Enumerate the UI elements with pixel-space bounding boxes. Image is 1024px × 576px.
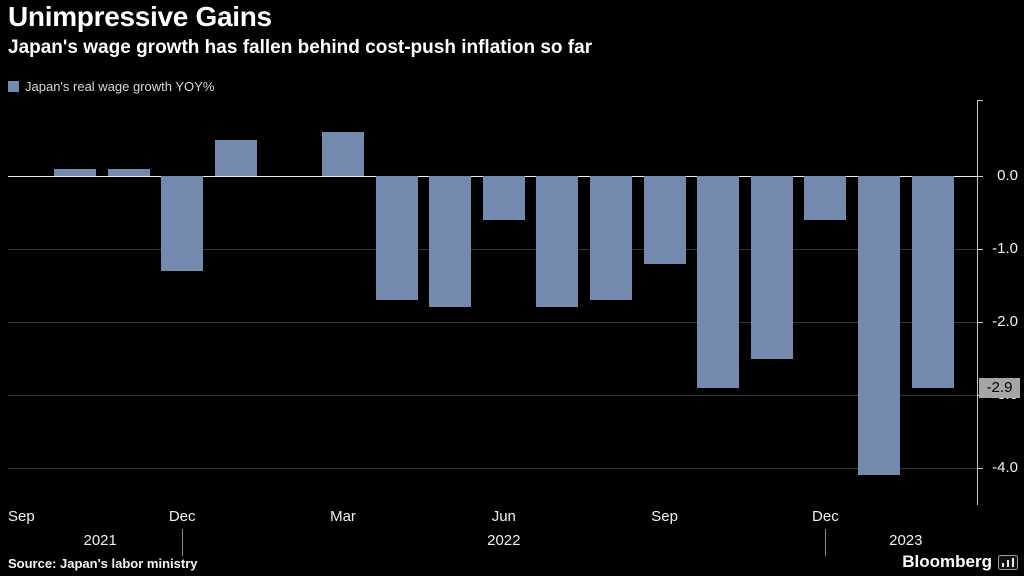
x-tick-label: Dec	[168, 508, 196, 525]
bar-nov-2022	[750, 176, 793, 359]
bar-oct-2021	[54, 168, 96, 176]
bar-feb-2023	[911, 176, 954, 388]
y-axis-tick	[977, 100, 983, 101]
x-tick-label: Sep	[651, 508, 678, 525]
y-axis-tick	[977, 249, 983, 250]
gridline	[8, 249, 977, 250]
bar-sep-2022	[643, 176, 686, 264]
bar-may-2022	[429, 176, 472, 308]
bloomberg-terminal-icon	[998, 554, 1018, 570]
bar-aug-2022	[590, 176, 632, 301]
legend-label: Japan's real wage growth YOY%	[25, 79, 215, 94]
bloomberg-logo: Bloomberg	[902, 552, 1018, 572]
x-tick-label: Sep	[8, 508, 35, 525]
x-axis: Sep Dec Mar Jun Sep Dec 2021 2022 2023	[8, 508, 977, 570]
gridline	[8, 395, 977, 396]
y-axis-tick	[977, 176, 983, 177]
y-tick-label: -3.0	[992, 386, 1018, 403]
bar-jun-2022	[482, 176, 525, 220]
chart-subtitle: Japan's wage growth has fallen behind co…	[8, 37, 593, 58]
bar-dec-2022	[804, 176, 847, 220]
x-tick-label: Jun	[491, 508, 516, 525]
y-tick-label: -4.0	[992, 459, 1018, 476]
bar-apr-2022	[375, 176, 418, 301]
y-axis-tick	[977, 468, 983, 469]
y-axis-tick	[977, 395, 983, 396]
bar-mar-2022	[322, 132, 364, 176]
y-tick-label: -1.0	[992, 240, 1018, 257]
bloomberg-wordmark: Bloomberg	[902, 552, 992, 571]
bar-jan-2023	[858, 176, 900, 476]
last-value-badge: -2.9	[979, 377, 1020, 398]
chart-title: Unimpressive Gains	[8, 1, 272, 32]
year-label: 2022	[487, 532, 521, 549]
plot-area	[8, 100, 977, 505]
legend-swatch	[8, 81, 19, 92]
bar-jul-2022	[536, 176, 579, 308]
year-label: 2023	[889, 532, 923, 549]
x-tick-label: Mar	[330, 508, 356, 525]
legend: Japan's real wage growth YOY%	[8, 79, 214, 94]
year-label: 2021	[83, 532, 117, 549]
y-tick-label: -2.0	[992, 313, 1018, 330]
bar-oct-2022	[697, 176, 740, 388]
bar-dec-2021	[161, 176, 204, 271]
bar-nov-2021	[107, 168, 150, 176]
y-axis-tick	[977, 322, 983, 323]
x-tick-label: Dec	[812, 508, 839, 525]
source-note: Source: Japan's labor ministry	[8, 556, 198, 571]
bar-jan-2022	[214, 139, 257, 176]
y-axis-line	[977, 100, 978, 505]
y-tick-label: 0.0	[997, 167, 1018, 184]
gridline	[8, 322, 977, 323]
year-divider	[825, 529, 827, 556]
year-divider	[182, 529, 184, 556]
gridline	[8, 468, 977, 469]
